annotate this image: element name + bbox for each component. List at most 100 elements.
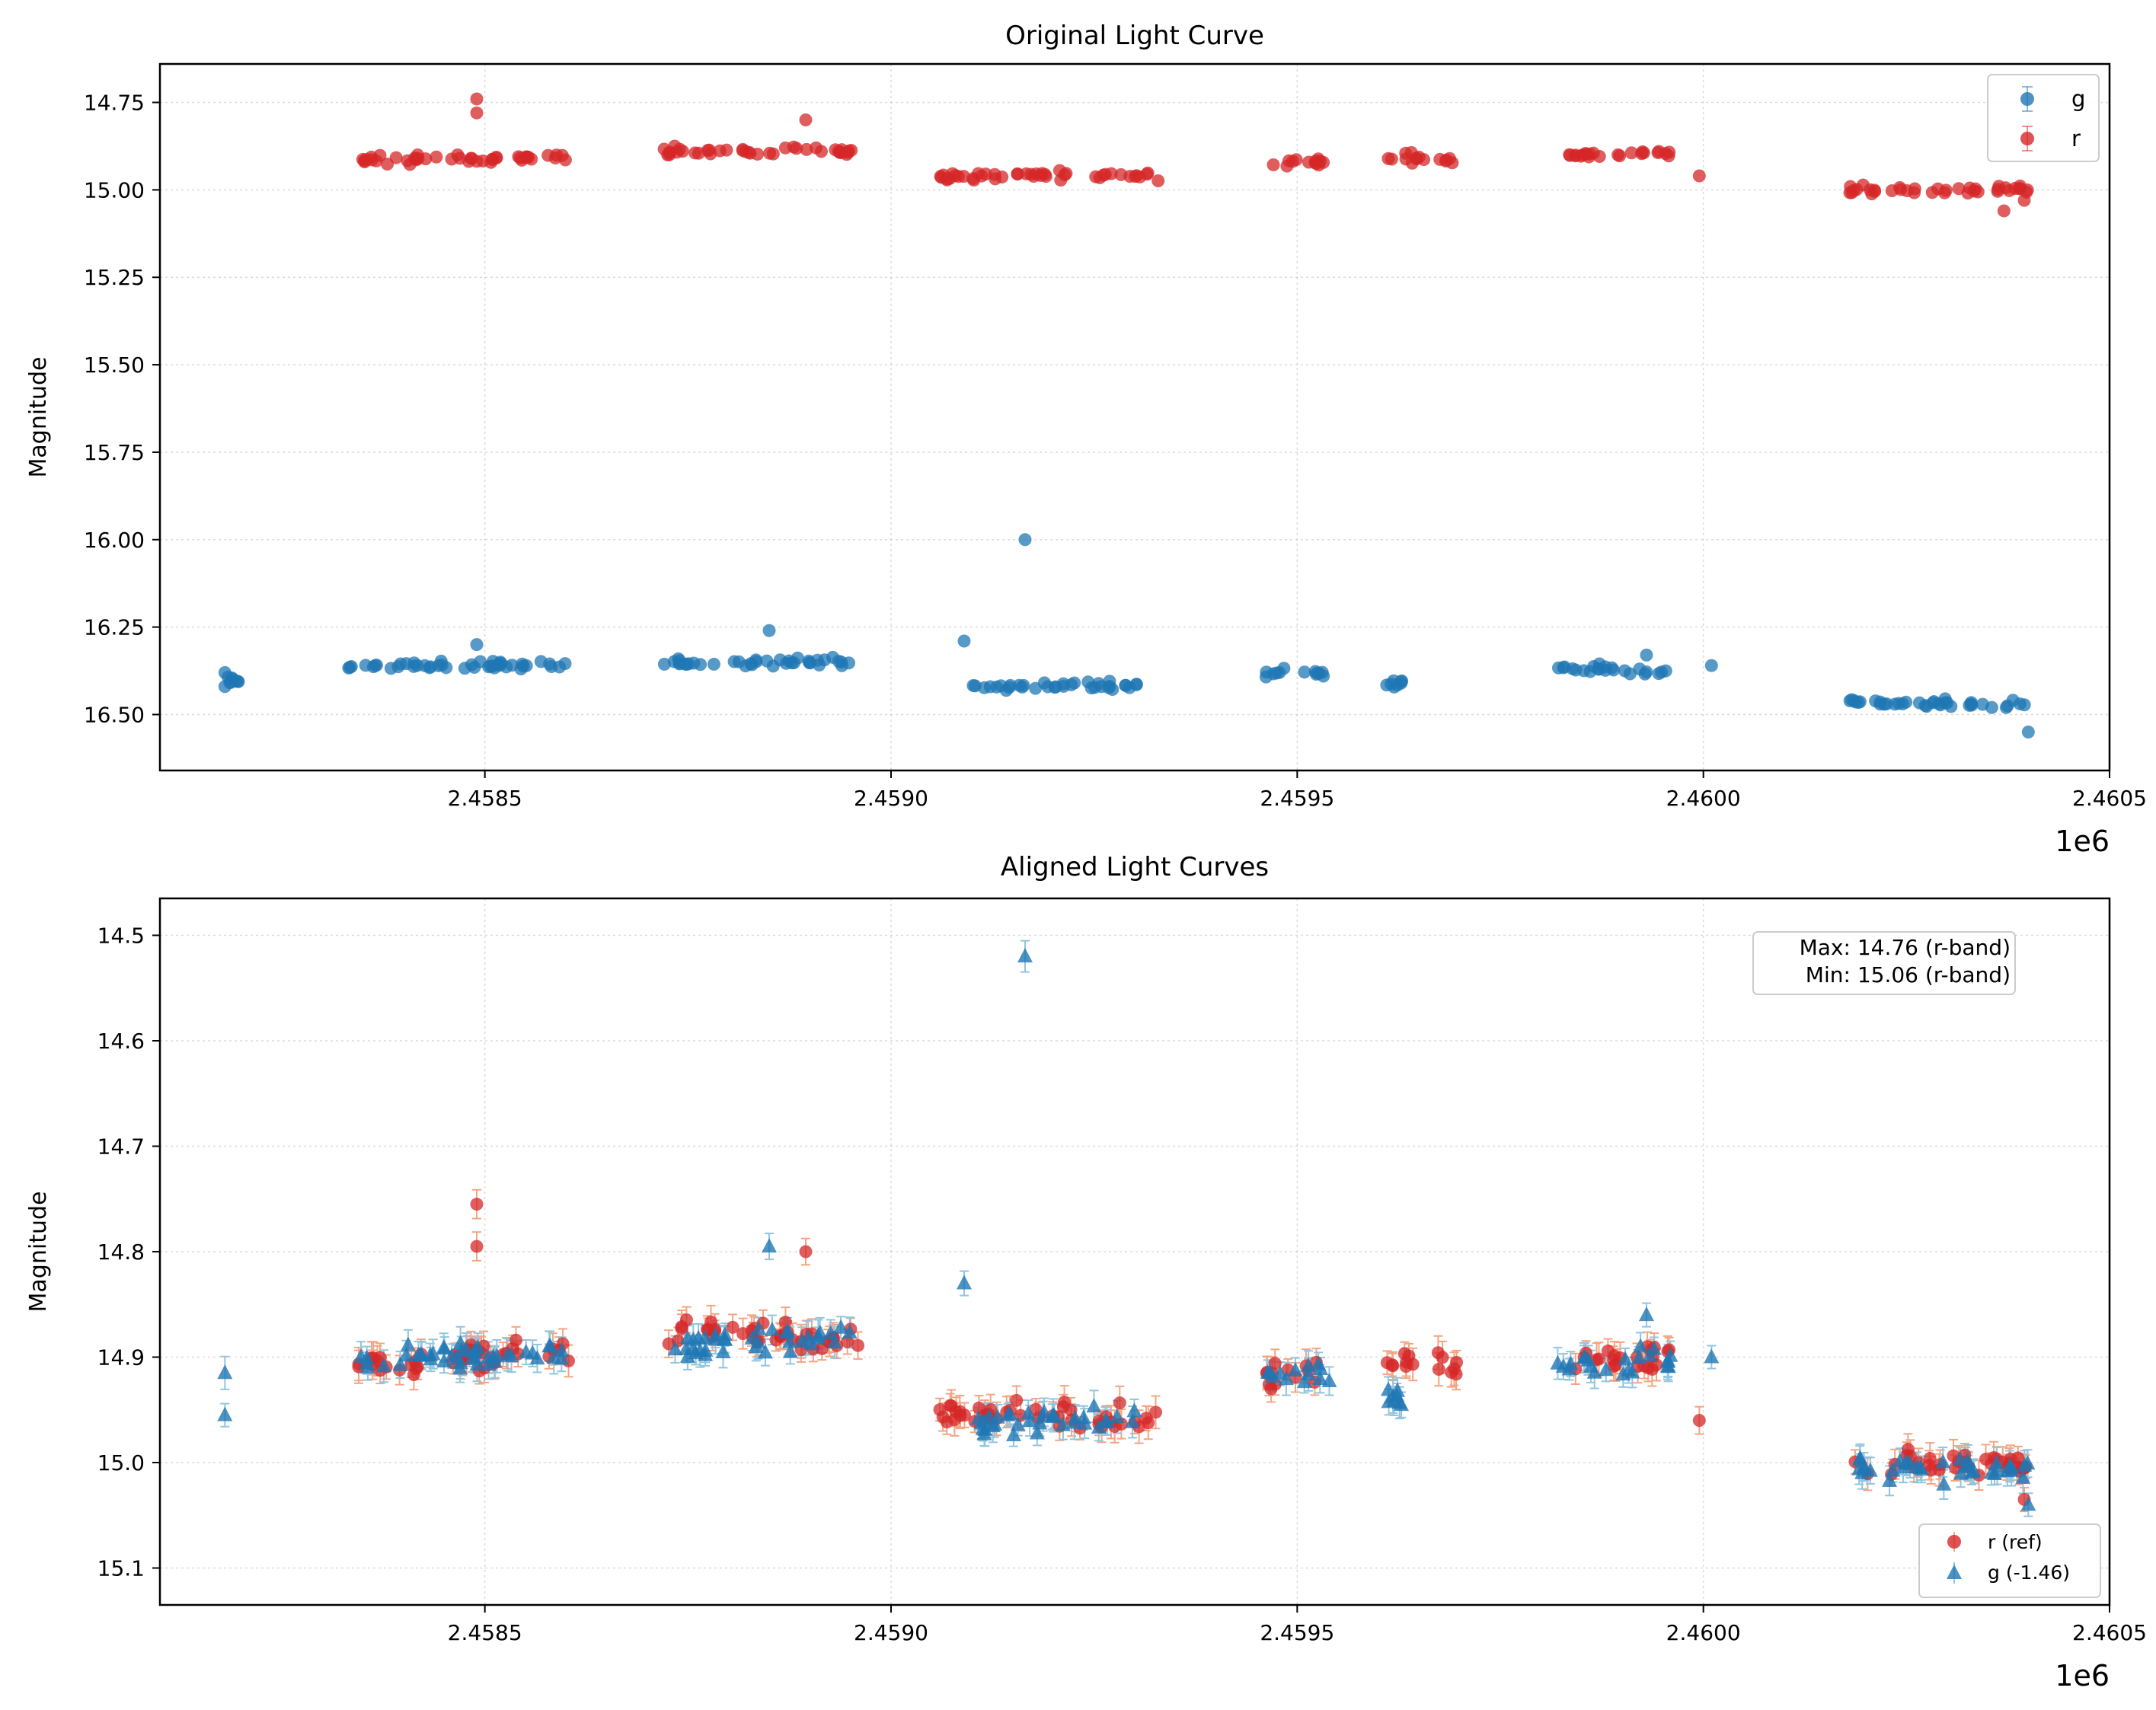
x-tick-label: 2.4600 [1666,786,1741,811]
point-r [1867,183,1881,197]
point-r [1613,149,1627,163]
point-r-ref [470,1198,484,1211]
point-r-ref [1113,1396,1126,1410]
point-g [1004,678,1017,692]
point-g [1317,669,1330,683]
point-g [1592,662,1606,676]
point-g-1-46 [480,1349,496,1364]
point-g-1-46 [1029,1424,1045,1440]
point-r [841,145,854,159]
point-g-1-46 [762,1238,777,1253]
point-g-1-46 [1550,1354,1566,1370]
point-g-1-46 [1576,1349,1592,1364]
y-tick-label: 14.5 [97,923,145,948]
point-g-1-46 [778,1324,794,1339]
point-r-ref [1268,1357,1282,1370]
point-g [1056,677,1070,691]
point-r-ref [1010,1393,1024,1407]
point-g-1-46 [1953,1465,1969,1480]
point-g-1-46 [1296,1373,1312,1389]
point-g-1-46 [1882,1472,1898,1487]
point-g-1-46 [782,1343,798,1358]
x-tick-label: 2.4605 [2072,1620,2147,1645]
x-tick-label: 2.4585 [448,786,522,811]
point-g [1102,681,1116,694]
point-g [1029,681,1043,695]
plot-frame [158,62,2111,772]
point-g-1-46 [1272,1365,1288,1380]
point-g-1-46 [810,1329,826,1345]
legend-marker-r [2020,132,2034,145]
point-r [702,143,716,157]
point-g [977,681,991,694]
point-r [1844,180,1857,193]
x-offset-label: 1e6 [2055,825,2110,858]
point-g [1298,665,1311,679]
point-g-1-46 [1646,1340,1662,1355]
point-g-1-46 [781,1333,797,1348]
stats-annotation: Max: 14.76 (r-band) Min: 15.06 (r-band) [1752,931,2016,995]
point-r-ref [1402,1349,1416,1363]
x-tick-label: 2.4605 [2072,786,2147,811]
point-r [555,148,569,162]
point-g [369,659,382,672]
point-g [2017,698,2031,712]
point-r [1141,166,1155,180]
point-g-1-46 [436,1353,452,1368]
point-r [470,106,484,120]
point-g [1896,697,1909,710]
point-r [1097,168,1110,182]
point-r [520,150,534,164]
point-g-1-46 [1006,1427,1022,1442]
point-g-1-46 [1660,1353,1676,1368]
point-g-1-46 [1010,1416,1026,1431]
point-r [1385,152,1398,166]
legend: r (ref) g (-1.46) [1918,1523,2101,1598]
point-r [470,92,484,106]
point-r-ref [407,1368,420,1382]
point-r [1652,145,1666,158]
point-r [739,145,752,158]
y-tick-label: 15.25 [84,265,145,290]
point-g [1012,678,1026,692]
point-g [545,660,558,674]
point-r [1971,185,1985,199]
x-tick-label: 2.4595 [1260,786,1334,811]
point-g [966,678,980,692]
point-r [975,169,989,183]
point-r-ref [679,1313,693,1327]
point-g [1618,664,1631,678]
aligned-light-curves-panel: Aligned Light Curves 2.4585 2.4590 2.4595 2… [25,852,2147,1692]
point-g [1845,693,1859,707]
point-g [842,656,856,670]
point-g [1092,677,1106,691]
point-g [762,624,776,637]
point-r [1939,183,1953,197]
point-g-1-46 [822,1325,838,1340]
point-g-1-46 [1021,1412,1037,1427]
point-g-1-46 [1000,1406,1016,1421]
point-g-1-46 [1021,1405,1036,1420]
y-axis: 14.5 14.6 14.7 14.8 14.9 15.0 15.1 [97,923,160,1581]
point-g [739,659,752,673]
point-g-1-46 [1260,1364,1276,1380]
point-g-1-46 [1312,1370,1328,1385]
point-r [1011,167,1024,180]
y-tick-label: 16.50 [84,702,145,727]
point-g-1-46 [554,1342,570,1357]
point-r [1900,183,1914,197]
y-tick-label: 14.7 [97,1134,145,1159]
legend-entry-g-shifted: g (-1.46) [1947,1562,2070,1584]
point-g-1-46 [1854,1464,1870,1479]
point-g-1-46 [750,1334,766,1349]
point-r [668,139,682,153]
point-r-ref [851,1338,865,1352]
point-g-1-46 [518,1344,534,1359]
point-g [342,661,356,675]
point-r [661,148,675,161]
point-g-1-46 [1313,1360,1329,1375]
point-g [657,657,671,671]
point-r-ref [1592,1352,1605,1366]
y-axis: 14.75 15.00 15.25 15.50 15.75 16.00 16.25 16.50 [84,91,160,727]
point-g-1-46 [469,1356,485,1371]
